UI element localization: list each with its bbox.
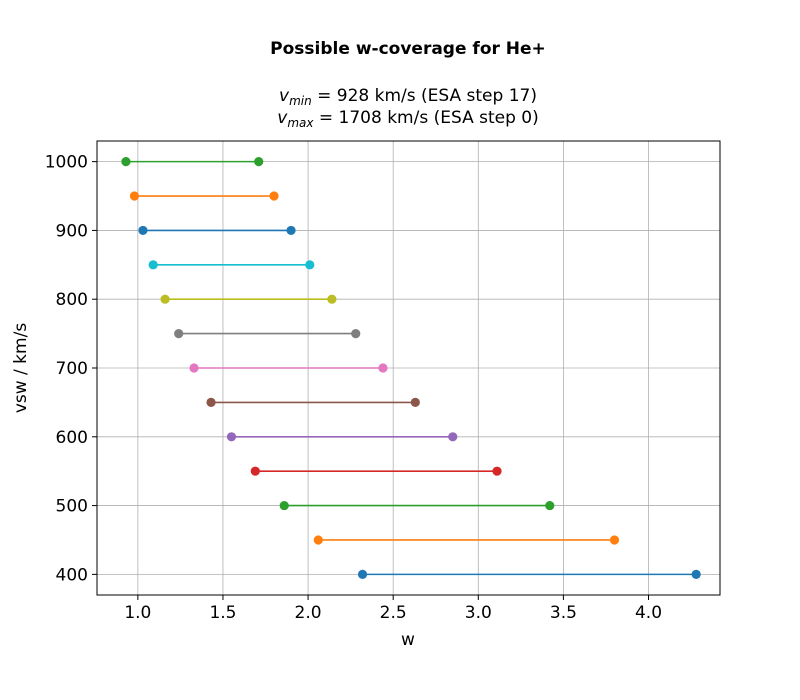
series-group <box>121 157 701 579</box>
y-tick-label: 700 <box>56 359 88 379</box>
x-tick-label: 2.5 <box>380 603 407 623</box>
series-point-end <box>378 363 388 373</box>
series-9 <box>148 260 315 270</box>
series-point-end <box>492 466 502 476</box>
series-point-end <box>305 260 315 270</box>
series-point-start <box>279 500 289 511</box>
series-point-end <box>254 157 264 167</box>
series-12 <box>121 157 264 167</box>
y-tick-label: 600 <box>56 428 88 448</box>
series-point-start <box>226 432 237 442</box>
x-tick-label: 1.5 <box>209 603 236 623</box>
subtitle-vmax: vmax = 1708 km/s (ESA step 0) <box>277 108 538 130</box>
x-tick-label: 1.0 <box>124 603 151 623</box>
series-3 <box>250 466 502 476</box>
subtitle-vmin-text: = 928 km/s (ESA step 17) <box>312 86 537 106</box>
series-7 <box>174 329 361 339</box>
series-point-start <box>121 157 131 167</box>
series-point-end <box>269 191 279 201</box>
y-axis-label: vsw / km/s <box>11 323 31 413</box>
subtitle-vmax-var: v <box>277 108 288 128</box>
y-axis: 400 500 600 700 800 900 1000 <box>45 153 97 585</box>
series-point-start <box>250 466 260 476</box>
series-point-end <box>691 569 701 579</box>
series-11 <box>129 191 279 201</box>
subtitle-vmin-sub: min <box>289 94 312 108</box>
series-point-end <box>286 225 296 236</box>
series-point-start <box>189 363 199 373</box>
subtitle-vmax-text: = 1708 km/s (ESA step 0) <box>313 108 538 128</box>
y-tick-label: 900 <box>56 221 88 241</box>
series-point-end <box>351 329 361 339</box>
y-tick-label: 500 <box>56 497 88 517</box>
series-point-start <box>138 225 148 236</box>
subtitle-vmin: vmin = 928 km/s (ESA step 17) <box>279 86 537 108</box>
series-point-start <box>129 191 140 201</box>
series-point-end <box>327 294 337 304</box>
series-8 <box>160 294 337 304</box>
series-point-start <box>357 569 368 579</box>
series-4 <box>226 432 458 442</box>
series-1 <box>313 535 620 545</box>
x-tick-label: 2.0 <box>295 603 322 623</box>
series-point-end <box>448 432 458 442</box>
series-point-end <box>545 500 555 511</box>
y-tick-label: 800 <box>56 290 88 310</box>
subtitle-vmax-sub: max <box>287 116 314 130</box>
series-point-start <box>160 294 170 304</box>
series-10 <box>138 225 296 236</box>
x-axis-label: w <box>401 630 415 650</box>
x-tick-label: 4.0 <box>635 603 662 623</box>
x-axis: 1.0 1.5 2.0 2.5 3.0 3.5 4.0 <box>124 595 662 623</box>
series-point-start <box>313 535 323 545</box>
series-point-end <box>609 535 620 545</box>
x-tick-label: 3.5 <box>550 603 577 623</box>
series-point-start <box>174 329 184 339</box>
series-point-start <box>148 260 158 270</box>
series-0 <box>357 569 701 579</box>
series-point-end <box>410 397 420 407</box>
y-tick-label: 1000 <box>45 153 88 173</box>
subtitle-vmin-var: v <box>279 86 290 106</box>
series-6 <box>189 363 388 373</box>
series-point-start <box>206 397 216 407</box>
chart-title: Possible w-coverage for He+ <box>270 39 546 59</box>
x-tick-label: 3.0 <box>465 603 492 623</box>
y-tick-label: 400 <box>56 565 88 585</box>
series-2 <box>279 500 555 511</box>
series-5 <box>206 397 420 407</box>
